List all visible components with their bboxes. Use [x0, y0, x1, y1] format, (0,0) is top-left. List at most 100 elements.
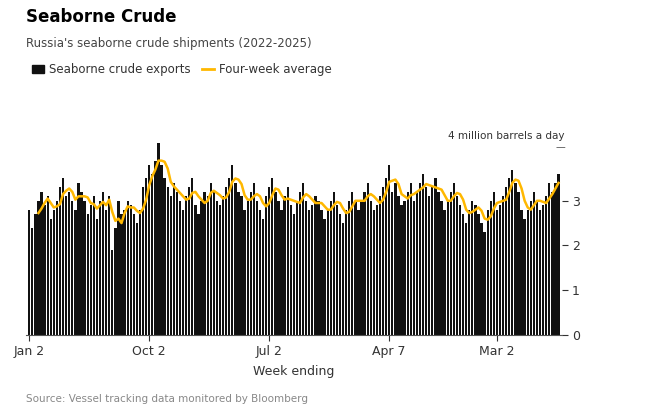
Bar [210, 183, 212, 335]
Bar [314, 196, 317, 335]
Bar [191, 178, 193, 335]
Bar [71, 201, 73, 335]
Bar [517, 192, 520, 335]
Bar [249, 192, 252, 335]
Bar [379, 196, 381, 335]
Bar [157, 143, 159, 335]
Bar [278, 201, 279, 335]
Bar [296, 201, 298, 335]
Bar [554, 183, 556, 335]
Bar [287, 187, 289, 335]
Bar [502, 196, 504, 335]
Bar [323, 219, 326, 335]
Bar [385, 178, 387, 335]
Bar [247, 201, 249, 335]
Bar [407, 192, 409, 335]
Bar [474, 205, 477, 335]
Bar [222, 196, 224, 335]
Bar [483, 232, 486, 335]
Bar [265, 196, 267, 335]
Text: Source: Vessel tracking data monitored by Bloomberg: Source: Vessel tracking data monitored b… [26, 394, 308, 404]
Bar [375, 205, 378, 335]
Bar [465, 223, 468, 335]
Bar [345, 210, 347, 335]
Bar [453, 183, 455, 335]
Bar [558, 174, 560, 335]
X-axis label: Week ending: Week ending [253, 365, 334, 378]
Bar [163, 178, 166, 335]
Bar [440, 201, 443, 335]
Bar [342, 223, 344, 335]
Bar [44, 205, 46, 335]
Bar [357, 210, 360, 335]
Bar [305, 201, 308, 335]
Bar [450, 192, 452, 335]
Bar [259, 210, 261, 335]
Bar [244, 210, 246, 335]
Bar [118, 201, 119, 335]
Bar [548, 183, 550, 335]
Bar [477, 214, 480, 335]
Bar [142, 187, 144, 335]
Bar [536, 201, 538, 335]
Bar [364, 192, 366, 335]
Bar [105, 210, 107, 335]
Bar [31, 228, 33, 335]
Bar [339, 214, 341, 335]
Text: 4 million barrels a day: 4 million barrels a day [449, 131, 565, 141]
Bar [520, 210, 523, 335]
Bar [311, 205, 313, 335]
Bar [139, 210, 141, 335]
Bar [148, 165, 150, 335]
Bar [493, 192, 495, 335]
Bar [204, 192, 206, 335]
Bar [253, 183, 255, 335]
Bar [188, 187, 191, 335]
Bar [37, 201, 40, 335]
Bar [336, 205, 338, 335]
Bar [182, 210, 184, 335]
Bar [111, 250, 114, 335]
Bar [96, 219, 98, 335]
Bar [161, 165, 163, 335]
Bar [459, 205, 461, 335]
Bar [468, 210, 470, 335]
Bar [136, 223, 138, 335]
Bar [93, 196, 95, 335]
Bar [234, 183, 236, 335]
Bar [332, 192, 335, 335]
Bar [50, 219, 52, 335]
Bar [80, 192, 83, 335]
Bar [348, 201, 351, 335]
Bar [394, 183, 396, 335]
Bar [290, 205, 292, 335]
Bar [108, 196, 110, 335]
Bar [129, 205, 132, 335]
Text: Russia's seaborne crude shipments (2022-2025): Russia's seaborne crude shipments (2022-… [26, 37, 311, 50]
Bar [237, 192, 240, 335]
Bar [228, 178, 231, 335]
Bar [120, 214, 123, 335]
Bar [170, 196, 172, 335]
Bar [46, 196, 49, 335]
Bar [59, 187, 61, 335]
Bar [486, 210, 489, 335]
Bar [215, 201, 218, 335]
Bar [34, 214, 37, 335]
Bar [154, 161, 157, 335]
Bar [185, 196, 187, 335]
Bar [382, 187, 384, 335]
Bar [145, 178, 148, 335]
Bar [434, 178, 437, 335]
Bar [397, 196, 400, 335]
Bar [74, 210, 76, 335]
Bar [197, 214, 200, 335]
Bar [274, 192, 276, 335]
Bar [268, 187, 270, 335]
Bar [28, 210, 30, 335]
Bar [179, 201, 181, 335]
Bar [360, 201, 362, 335]
Bar [404, 201, 406, 335]
Bar [317, 201, 319, 335]
Bar [321, 210, 323, 335]
